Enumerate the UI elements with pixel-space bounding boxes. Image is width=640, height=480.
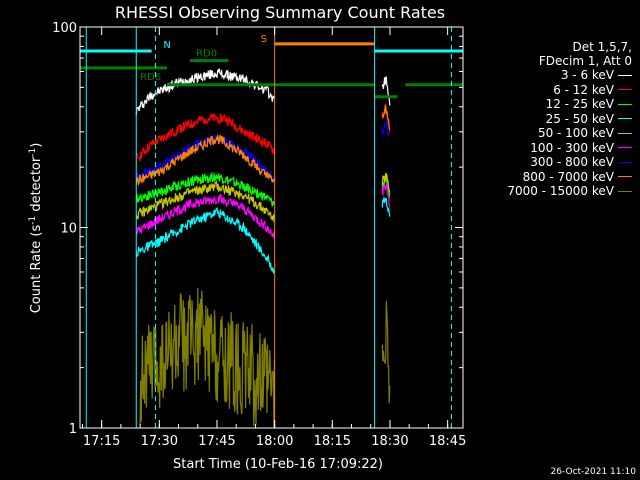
legend-item-swatch — [618, 147, 632, 149]
legend-item-label: 7000 - 15000 keV — [507, 184, 614, 199]
legend-item-label: 3 - 6 keV — [560, 68, 614, 83]
x-axis-label: Start Time (10-Feb-16 17:09:22) — [173, 457, 383, 472]
series-1 — [136, 103, 391, 163]
x-tick-label-4: 18:15 — [314, 434, 351, 449]
legend-item-7: 800 - 7000 keV — [488, 170, 632, 185]
legend-item-label: 6 - 12 keV — [553, 82, 614, 97]
series-8-segment-1 — [381, 300, 391, 404]
legend-item-swatch — [618, 89, 632, 91]
series-3-segment-0 — [135, 206, 276, 275]
series-6-segment-1 — [381, 121, 391, 137]
legend-item-6: 300 - 800 keV — [488, 155, 632, 170]
x-tick-label-6: 18:45 — [429, 434, 466, 449]
series-8 — [139, 287, 391, 429]
y-axis-label-exp1: -1 — [28, 216, 38, 225]
legend-item-2: 12 - 25 keV — [488, 97, 632, 112]
legend-item-label: 50 - 100 keV — [537, 126, 614, 141]
series-0-segment-0 — [135, 68, 276, 116]
legend-item-label: 100 - 300 keV — [530, 140, 614, 155]
legend-item-label: 12 - 25 keV — [545, 97, 614, 112]
legend-item-swatch — [618, 132, 632, 134]
series-2-segment-0 — [135, 172, 276, 207]
legend: Det 1,5,7, FDecim 1, Att 0 3 - 6 keV 6 - … — [488, 40, 632, 199]
y-tick-label-1: 10 — [60, 222, 77, 237]
series-4-segment-0 — [135, 179, 276, 223]
legend-header-line-2: FDecim 1, Att 0 — [538, 54, 632, 68]
x-tick-label-5: 18:30 — [371, 434, 408, 449]
series-1-segment-0 — [136, 113, 276, 163]
legend-item-1: 6 - 12 keV — [488, 83, 632, 98]
legend-item-swatch — [618, 190, 632, 192]
series-8-segment-0 — [139, 287, 275, 429]
legend-item-0: 3 - 6 keV — [488, 68, 632, 83]
y-tick-label-2: 100 — [52, 21, 77, 36]
series-7 — [135, 103, 391, 186]
y-axis-label: Count Rate (s-1 detector-1) — [28, 143, 44, 314]
legend-item-swatch — [618, 74, 632, 76]
x-tick-label-3: 18:00 — [256, 434, 293, 449]
legend-item-label: 800 - 7000 keV — [522, 169, 614, 184]
legend-item-swatch — [618, 118, 632, 120]
series-5-segment-1 — [381, 184, 391, 208]
legend-item-8: 7000 - 15000 keV — [488, 184, 632, 199]
series-5 — [135, 184, 391, 240]
legend-item-swatch — [618, 176, 632, 178]
series-4 — [135, 173, 391, 223]
series-4-segment-1 — [381, 173, 391, 193]
chart-title: RHESSI Observing Summary Count Rates — [115, 3, 445, 22]
ticks-layer: 17:15 17:30 17:45 18:00 18:15 18:30 18:45 1 10 10… — [52, 21, 466, 449]
legend-item-swatch — [618, 161, 632, 163]
series-6 — [135, 121, 391, 182]
y-axis-label-mid: detector — [29, 156, 44, 216]
legend-item-5: 100 - 300 keV — [488, 141, 632, 156]
flag-label-2: RD0 — [196, 49, 217, 60]
series-layer — [135, 68, 391, 429]
series-7-segment-0 — [135, 134, 276, 186]
flag-label-0: N — [163, 40, 170, 51]
legend-item-swatch — [618, 103, 632, 105]
legend-header-line-1: Det 1,5,7, — [572, 40, 633, 54]
series-0 — [135, 68, 391, 116]
y-axis-label-exp2: -1 — [28, 148, 38, 157]
series-3-segment-1 — [381, 197, 391, 217]
x-tick-label-1: 17:30 — [141, 434, 178, 449]
legend-item-4: 50 - 100 keV — [488, 126, 632, 141]
y-axis-label-suffix: ) — [29, 143, 44, 148]
x-tick-label-0: 17:15 — [83, 434, 120, 449]
y-axis-label-prefix: Count Rate (s — [29, 225, 44, 314]
flag-label-1: S — [261, 34, 267, 45]
series-3 — [135, 197, 391, 275]
series-7-segment-1 — [381, 103, 391, 131]
legend-item-label: 25 - 50 keV — [545, 111, 614, 126]
series-5-segment-0 — [135, 194, 276, 240]
y-tick-label-0: 1 — [69, 422, 77, 437]
plot-timestamp: 26-Oct-2021 11:10 — [551, 467, 637, 477]
x-tick-label-2: 17:45 — [198, 434, 235, 449]
flags-layer: N S RD0 RD6 — [80, 34, 463, 99]
series-0-segment-1 — [381, 75, 391, 106]
legend-item-label: 300 - 800 keV — [530, 155, 614, 170]
legend-item-3: 25 - 50 keV — [488, 112, 632, 127]
vlines-layer — [85, 27, 452, 428]
flag-label-3: RD6 — [140, 72, 161, 83]
legend-rows: 3 - 6 keV 6 - 12 keV 12 - 25 keV 25 - 50 ke… — [488, 68, 632, 199]
